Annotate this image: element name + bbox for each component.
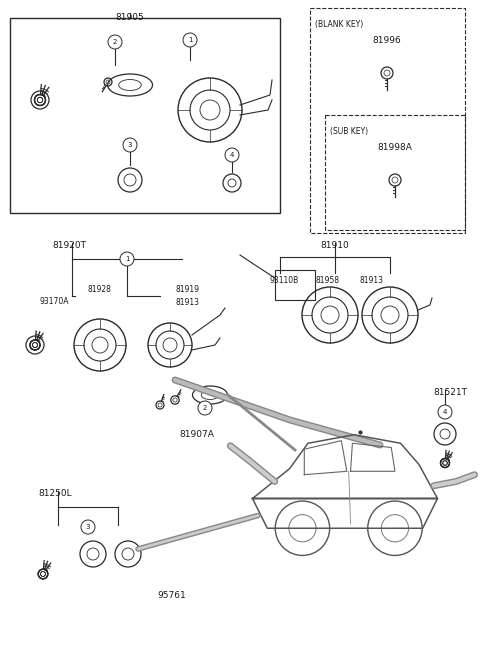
Text: 81913: 81913 xyxy=(175,298,199,307)
Text: 93110B: 93110B xyxy=(270,276,299,285)
Text: 81521T: 81521T xyxy=(433,388,467,397)
Text: 81958: 81958 xyxy=(315,276,339,285)
Circle shape xyxy=(275,501,330,555)
Text: 81920T: 81920T xyxy=(52,241,86,250)
Text: (SUB KEY): (SUB KEY) xyxy=(330,127,368,136)
Bar xyxy=(10,18,280,213)
Text: 95761: 95761 xyxy=(157,591,186,600)
Bar xyxy=(275,270,315,300)
Text: 81905: 81905 xyxy=(116,13,144,22)
Text: 2: 2 xyxy=(203,405,207,411)
Text: 81919: 81919 xyxy=(175,285,199,294)
Text: 4: 4 xyxy=(230,152,234,158)
Bar xyxy=(325,115,465,230)
Bar xyxy=(310,8,465,233)
Circle shape xyxy=(438,405,452,419)
Text: 3: 3 xyxy=(128,142,132,148)
Text: 81250L: 81250L xyxy=(38,489,72,498)
Text: 81910: 81910 xyxy=(321,241,349,250)
Text: 2: 2 xyxy=(113,39,117,45)
Circle shape xyxy=(198,401,212,415)
Text: (BLANK KEY): (BLANK KEY) xyxy=(315,20,363,29)
Circle shape xyxy=(81,520,95,534)
Text: 81996: 81996 xyxy=(372,36,401,45)
Text: 1: 1 xyxy=(125,256,129,262)
Circle shape xyxy=(123,138,137,152)
Circle shape xyxy=(120,252,134,266)
Text: 4: 4 xyxy=(443,409,447,415)
Text: 1: 1 xyxy=(188,37,192,43)
Text: 81913: 81913 xyxy=(360,276,384,285)
Circle shape xyxy=(368,501,422,555)
Circle shape xyxy=(183,33,197,47)
Text: 81998A: 81998A xyxy=(378,143,412,152)
Circle shape xyxy=(225,148,239,162)
Text: 93170A: 93170A xyxy=(40,297,70,306)
Text: 3: 3 xyxy=(86,524,90,530)
Text: 81907A: 81907A xyxy=(180,430,215,439)
Circle shape xyxy=(108,35,122,49)
Text: 81928: 81928 xyxy=(88,285,112,294)
